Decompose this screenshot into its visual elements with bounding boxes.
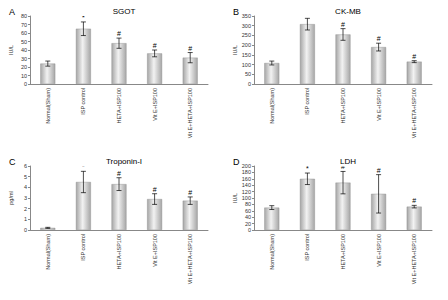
svg-text:40: 40 <box>21 47 27 53</box>
svg-text:ISP control: ISP control <box>80 88 86 115</box>
svg-text:*: * <box>82 14 85 21</box>
svg-text:80: 80 <box>245 201 251 207</box>
svg-text:0: 0 <box>248 227 251 233</box>
svg-text:#: # <box>412 53 416 60</box>
svg-text:1: 1 <box>24 216 27 222</box>
svg-text:120: 120 <box>242 189 251 195</box>
svg-text:2: 2 <box>24 206 27 212</box>
svg-text:200: 200 <box>242 42 251 48</box>
svg-text:D: D <box>233 157 240 167</box>
svg-text:ISP control: ISP control <box>80 234 86 261</box>
svg-text:350: 350 <box>242 13 251 19</box>
svg-text:3: 3 <box>24 195 27 201</box>
svg-text:Vit E+ISP100: Vit E+ISP100 <box>152 234 158 267</box>
svg-text:#: # <box>188 189 192 196</box>
svg-text:#: # <box>188 45 192 52</box>
svg-text:Normal(Sham): Normal(Sham) <box>45 88 51 124</box>
svg-text:0: 0 <box>24 81 27 87</box>
svg-text:Vit E+ISP100: Vit E+ISP100 <box>376 234 382 267</box>
svg-text:4: 4 <box>24 184 27 190</box>
svg-text:30: 30 <box>21 56 27 62</box>
svg-text:40: 40 <box>245 214 251 220</box>
svg-text:180: 180 <box>242 169 251 175</box>
svg-text:#: # <box>117 30 121 37</box>
svg-text:10: 10 <box>21 73 27 79</box>
svg-text:80: 80 <box>21 13 27 19</box>
svg-text:250: 250 <box>242 32 251 38</box>
svg-text:5: 5 <box>24 174 27 180</box>
svg-text:50: 50 <box>21 39 27 45</box>
svg-text:IU/L: IU/L <box>8 45 14 55</box>
svg-text:B: B <box>233 7 239 17</box>
svg-text:Troponin-I: Troponin-I <box>106 157 142 166</box>
svg-text:200: 200 <box>242 163 251 169</box>
svg-text:100: 100 <box>242 195 251 201</box>
svg-text:Normal(Sham): Normal(Sham) <box>45 234 51 270</box>
svg-text:50: 50 <box>245 71 251 77</box>
svg-text:#: # <box>117 170 121 177</box>
svg-text:60: 60 <box>21 30 27 36</box>
svg-text:Vit E+HETA+ISP100: Vit E+HETA+ISP100 <box>187 88 193 138</box>
svg-text:SGOT: SGOT <box>113 7 136 16</box>
svg-text:pg/ml: pg/ml <box>8 191 14 204</box>
svg-text:60: 60 <box>245 208 251 214</box>
svg-text:0: 0 <box>248 81 251 87</box>
svg-text:LDH: LDH <box>340 157 356 166</box>
svg-text:300: 300 <box>242 23 251 29</box>
svg-text:C: C <box>9 157 16 167</box>
svg-text:20: 20 <box>245 221 251 227</box>
svg-text:HETA+ISP100: HETA+ISP100 <box>116 88 122 124</box>
svg-text:Vit E+ISP100: Vit E+ISP100 <box>152 88 158 121</box>
svg-text:70: 70 <box>21 22 27 28</box>
svg-text:IU/L: IU/L <box>232 193 238 203</box>
svg-text:150: 150 <box>242 52 251 58</box>
svg-text:Vit E+ISP100: Vit E+ISP100 <box>376 88 382 121</box>
svg-text:HETA+ISP100: HETA+ISP100 <box>116 234 122 270</box>
svg-text:Vit E+HETA+ISP100: Vit E+HETA+ISP100 <box>411 234 417 284</box>
svg-text:20: 20 <box>21 64 27 70</box>
svg-text:140: 140 <box>242 182 251 188</box>
svg-text:0: 0 <box>24 227 27 233</box>
svg-text:#: # <box>377 35 381 42</box>
svg-text:#: # <box>153 186 157 193</box>
svg-text:Normal(Sham): Normal(Sham) <box>269 88 275 124</box>
svg-text:#: # <box>412 197 416 204</box>
svg-text:100: 100 <box>242 62 251 68</box>
svg-text:Vit E+HETA+ISP100: Vit E+HETA+ISP100 <box>411 88 417 138</box>
svg-text:160: 160 <box>242 176 251 182</box>
svg-text:#: # <box>377 167 381 174</box>
svg-text:#: # <box>341 21 345 28</box>
svg-text:#: # <box>153 42 157 49</box>
svg-text:Vit E+HETA+ISP100: Vit E+HETA+ISP100 <box>187 234 193 284</box>
svg-text:6: 6 <box>24 163 27 169</box>
svg-text:*: * <box>82 163 85 170</box>
svg-text:IU/L: IU/L <box>232 45 238 55</box>
svg-text:*: * <box>306 165 309 172</box>
svg-text:A: A <box>9 7 15 17</box>
svg-text:CK-MB: CK-MB <box>335 7 361 16</box>
svg-text:ISP control: ISP control <box>304 234 310 261</box>
svg-text:Normal(Sham): Normal(Sham) <box>269 234 275 270</box>
svg-text:HETA+ISP100: HETA+ISP100 <box>340 88 346 124</box>
svg-text:ISP control: ISP control <box>304 88 310 115</box>
svg-text:HETA+ISP100: HETA+ISP100 <box>340 234 346 270</box>
